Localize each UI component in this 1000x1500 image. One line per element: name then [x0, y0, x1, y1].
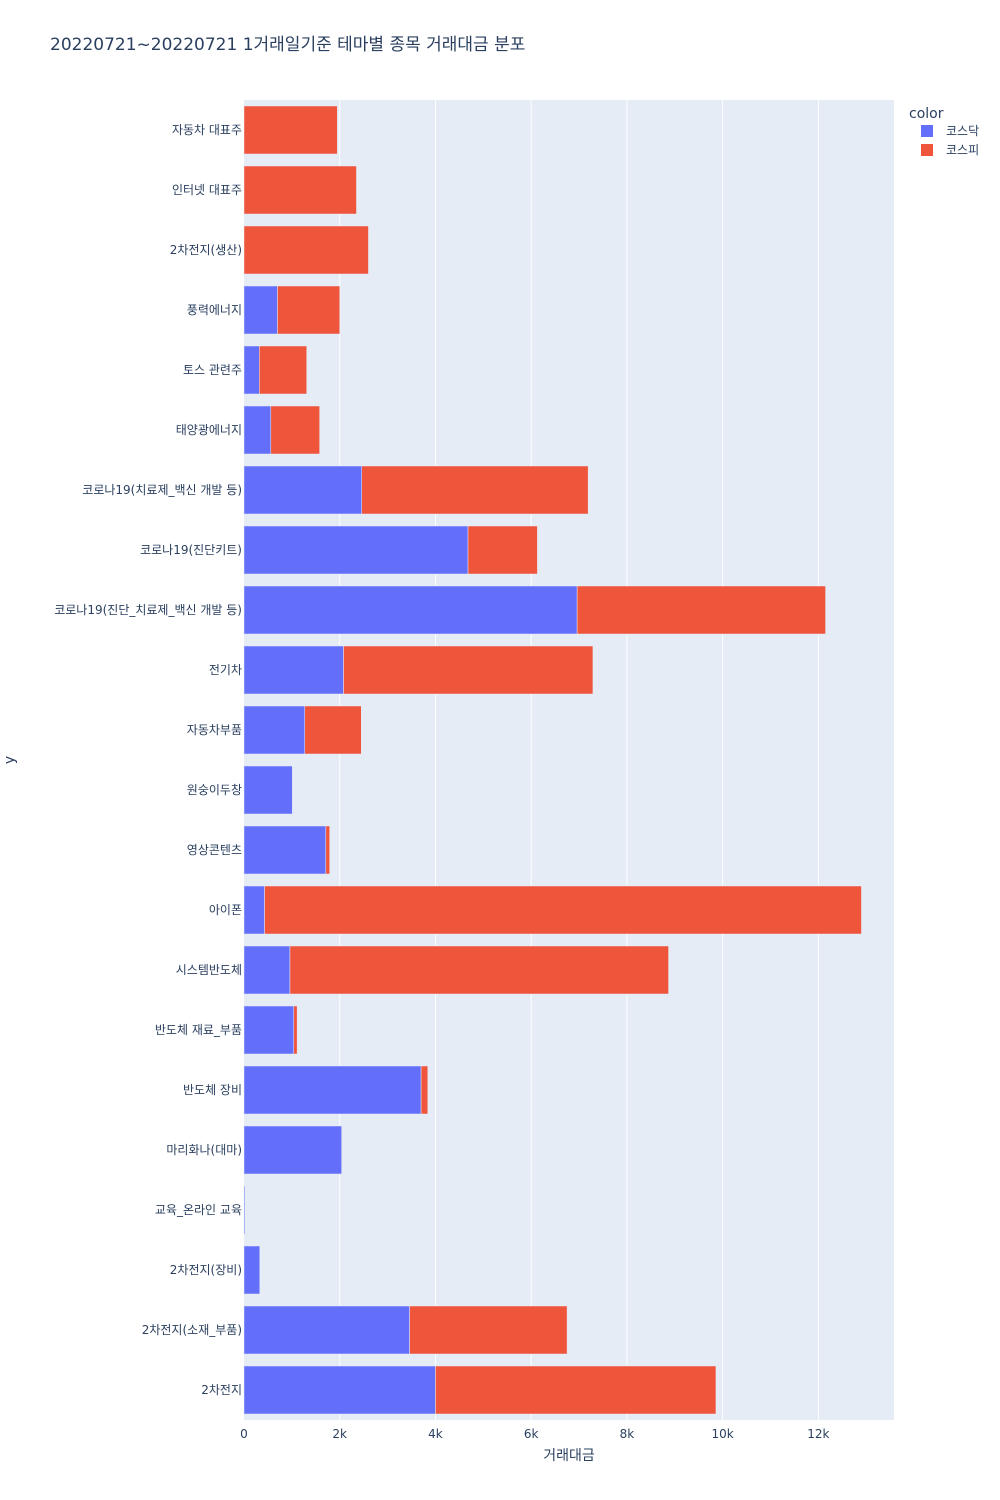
- legend-item-label: 코스닥: [946, 124, 979, 138]
- y-tick-label: 전기차: [209, 663, 242, 677]
- bar-kosdaq: [243, 765, 293, 815]
- x-tick-label: 0: [240, 1427, 248, 1441]
- y-tick-label: 코로나19(진단키트): [140, 543, 242, 557]
- y-tick-label: 태양광에너지: [176, 423, 242, 437]
- bar-kosdaq: [243, 465, 362, 515]
- bar-kosdaq: [243, 1245, 261, 1295]
- bar-kosdaq: [243, 285, 278, 335]
- bar-kosdaq: [243, 1185, 246, 1235]
- bar-kosdaq: [243, 585, 578, 635]
- y-tick-label: 반도체 재료_부품: [155, 1023, 242, 1037]
- y-tick-label: 시스템반도체: [176, 963, 242, 977]
- bar-kosdaq: [243, 1065, 422, 1115]
- legend-title: color: [909, 106, 944, 122]
- bar-kosdaq: [243, 705, 306, 755]
- x-axis-label: 거래대금: [543, 1448, 595, 1464]
- y-tick-label: 원숭이두창: [187, 783, 242, 797]
- legend-swatch: [921, 144, 933, 156]
- bar-kosdaq: [243, 1365, 436, 1415]
- bar-kosdaq: [243, 525, 469, 575]
- legend-item-label: 코스피: [946, 143, 979, 157]
- bar-kospi: [576, 585, 826, 635]
- bar-kosdaq: [243, 885, 265, 935]
- bar-kospi: [420, 1065, 429, 1115]
- y-tick-label: 마리화나(대마): [166, 1143, 242, 1157]
- bar-kospi: [343, 645, 594, 695]
- gridlines: [339, 100, 819, 1420]
- x-tick-label: 8k: [620, 1427, 635, 1441]
- y-tick-label: 영상콘텐츠: [187, 843, 242, 857]
- y-tick-label: 풍력에너지: [187, 303, 242, 317]
- y-tick-label: 2차전지(소재_부품): [142, 1323, 242, 1337]
- x-tick-label: 10k: [712, 1427, 734, 1441]
- bar-kosdaq: [243, 945, 291, 995]
- y-axis-label: y: [2, 756, 18, 764]
- bar-kospi: [467, 525, 538, 575]
- bars: [243, 105, 862, 1415]
- bar-kospi: [435, 1365, 717, 1415]
- y-tick-label: 반도체 장비: [183, 1083, 242, 1097]
- y-tick-label: 자동차 대표주: [172, 123, 242, 137]
- y-tick-label: 토스 관련주: [183, 363, 242, 377]
- bar-kosdaq: [243, 825, 327, 875]
- bar-kosdaq: [243, 645, 344, 695]
- bar-kospi: [243, 105, 338, 155]
- y-tick-label: 자동차부품: [187, 723, 242, 737]
- bar-kospi: [409, 1305, 568, 1355]
- x-tick-label: 6k: [524, 1427, 539, 1441]
- y-tick-label: 코로나19(치료제_백신 개발 등): [82, 483, 242, 497]
- y-tick-label: 인터넷 대표주: [172, 183, 242, 197]
- bar-kospi: [270, 405, 320, 455]
- bar-kospi: [289, 945, 669, 995]
- bar-kospi: [304, 705, 362, 755]
- x-tick-label: 4k: [428, 1427, 443, 1441]
- y-tick-label: 2차전지(장비): [170, 1263, 242, 1277]
- y-tick-label: 2차전지: [201, 1383, 242, 1397]
- x-tick-label: 2k: [332, 1427, 347, 1441]
- bar-kospi: [259, 345, 307, 395]
- y-tick-label: 2차전지(생산): [170, 243, 242, 257]
- x-tick-label: 12k: [807, 1427, 829, 1441]
- legend-swatch: [921, 125, 933, 137]
- y-tick-label: 아이폰: [209, 903, 242, 917]
- bar-kosdaq: [243, 1305, 410, 1355]
- chart-title: 20220721~20220721 1거래일기준 테마별 종목 거래대금 분포: [50, 35, 525, 55]
- y-tick-label: 코로나19(진단_치료제_백신 개발 등): [54, 603, 242, 617]
- bar-kospi: [264, 885, 862, 935]
- bar-kospi: [293, 1005, 298, 1055]
- bar-kospi: [325, 825, 330, 875]
- bar-kosdaq: [243, 1125, 342, 1175]
- bar-kospi: [361, 465, 589, 515]
- bar-kosdaq: [243, 405, 272, 455]
- y-tick-label: 교육_온라인 교육: [155, 1203, 242, 1217]
- x-tick-labels: 0 2k 4k 6k 8k 10k 12k: [240, 1427, 829, 1441]
- bar-kosdaq: [243, 1005, 295, 1055]
- bar-kospi: [243, 165, 357, 215]
- bar-kospi: [243, 225, 369, 275]
- bar-kosdaq: [243, 345, 260, 395]
- plot-area: [244, 100, 894, 1420]
- bar-kospi: [277, 285, 340, 335]
